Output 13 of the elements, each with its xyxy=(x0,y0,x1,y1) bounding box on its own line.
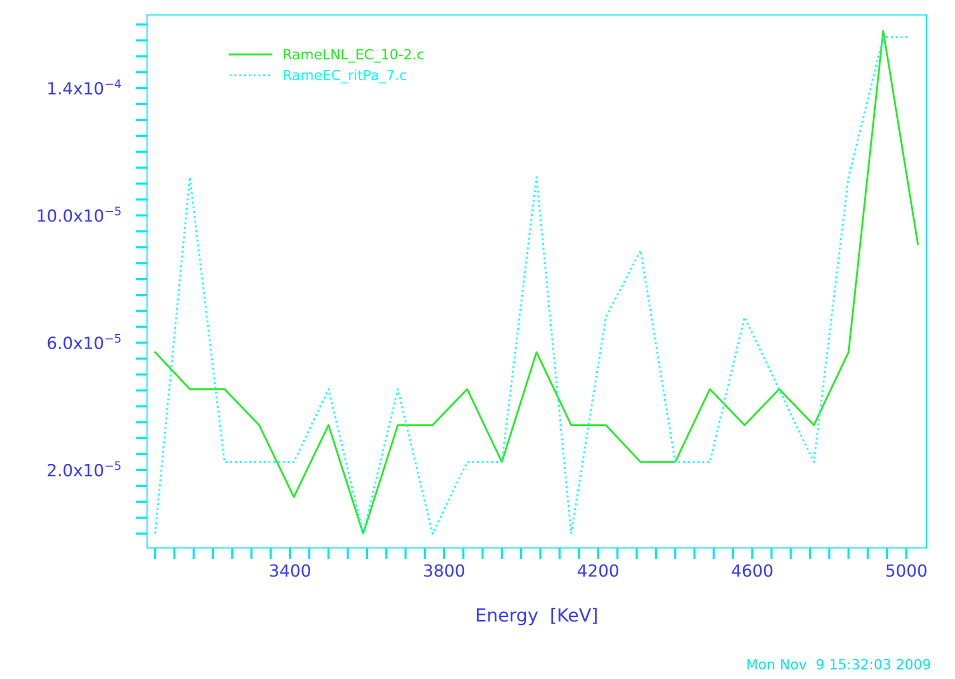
y-tick-label: 6.0x10$^{−5}$ xyxy=(48,334,120,350)
x-tick-label: 5000 xyxy=(886,564,926,577)
x-tick-label: 4200 xyxy=(578,564,618,577)
text: Mon Nov 9 15:32:03 2009 xyxy=(747,659,930,670)
y-tick-label: 10.0x10$^{−5}$ xyxy=(38,206,121,222)
y-tick-label: 1.4x10$^{−4}$ xyxy=(48,79,121,95)
x-tick-label: 3400 xyxy=(270,564,310,577)
x-axis-title: Energy [KeV] xyxy=(476,608,597,626)
x-tick-label: 4600 xyxy=(732,564,772,577)
legend-label: RameEC_ritPa_7.c xyxy=(284,70,406,84)
y-tick-label: 2.0x10$^{−5}$ xyxy=(48,461,120,476)
legend-label: RameLNL_EC_10-2.c xyxy=(284,49,424,63)
x-tick-label: 3800 xyxy=(424,564,464,577)
